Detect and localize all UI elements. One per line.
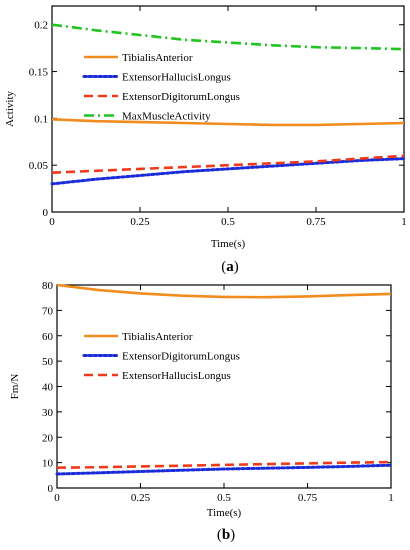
- legend-label: ExtensorHallucisLongus: [122, 72, 231, 84]
- y-tick-label: 80: [42, 280, 54, 292]
- y-tick-label: 60: [42, 331, 54, 343]
- legend: TibialisAnterior ExtensorDigitorumLongus E…: [82, 331, 240, 382]
- chart-b: 0 0.25 0.5 0.75 101020304050607080TibialisAn…: [9, 280, 394, 543]
- y-tick-label: 50: [42, 356, 54, 368]
- legend-label: MaxMuscleActivity: [122, 111, 211, 123]
- y-tick-label: 70: [42, 305, 54, 317]
- y-tick-label: 0.15: [29, 67, 49, 79]
- caption-close: ): [230, 527, 235, 543]
- caption-open: (: [217, 527, 222, 543]
- y-axis-label: Fm/N: [9, 374, 21, 400]
- series-line-TibialisAnterior: [51, 118, 405, 127]
- x-tick-label: 0: [49, 216, 55, 228]
- x-tick-label: 0.25: [131, 492, 151, 504]
- legend-label: TibialisAnterior: [122, 331, 193, 343]
- legend-label: ExtensorHallucisLongus: [122, 370, 231, 382]
- x-tick-label: 1: [401, 216, 407, 228]
- legend-label: TibialisAnterior: [122, 52, 193, 64]
- y-tick-label: 10: [42, 458, 54, 470]
- caption-letter: a: [226, 259, 234, 275]
- x-tick-label: 0.25: [130, 216, 150, 228]
- x-tick-label: 0.5: [221, 216, 235, 228]
- caption-close: ): [234, 259, 239, 275]
- caption-open: (: [221, 259, 226, 275]
- chart-a: 0 0.25 0.5 0.75 1 0 0.05 0.1 0.15 0.2 TibialisAnte…: [4, 5, 407, 275]
- caption-letter: b: [222, 527, 230, 543]
- x-axis-label: Time(s): [207, 507, 242, 519]
- panel-caption: (a): [221, 259, 239, 275]
- y-axis-label: Activity: [4, 90, 16, 127]
- y-tick-label: 0.05: [29, 160, 49, 172]
- plot-frame: [56, 284, 392, 489]
- x-tick-label: 0.5: [217, 492, 231, 504]
- series-line-ExtensorHallucisLongus: [50, 157, 406, 186]
- y-tick-label: 30: [42, 407, 54, 419]
- y-tick-label: 0.1: [34, 113, 48, 125]
- series-line-ExtensorDigitorumLongus: [55, 463, 393, 476]
- legend: TibialisAnterior ExtensorHallucisLongus Ex…: [82, 52, 240, 123]
- y-tick-label: 0.2: [34, 20, 48, 32]
- x-tick-label: 0.75: [306, 216, 326, 228]
- x-tick-label: 1: [388, 492, 394, 504]
- series-line-TibialisAnterior: [56, 283, 392, 299]
- plot-frame: [51, 5, 405, 213]
- series-line-ExtensorDigitorumLongus: [51, 154, 405, 174]
- series-line-MaxMuscleActivity: [51, 23, 405, 51]
- y-tick-label: 40: [42, 382, 54, 394]
- panel-caption: (b): [217, 527, 235, 543]
- y-tick-label: 0: [43, 207, 49, 219]
- y-tick-label: 0: [48, 483, 54, 495]
- x-tick-label: 0.75: [298, 492, 318, 504]
- x-axis-label: Time(s): [211, 238, 246, 250]
- legend-label: ExtensorDigitorumLongus: [122, 351, 240, 363]
- legend-label: ExtensorDigitorumLongus: [122, 91, 240, 103]
- x-tick-label: 0: [54, 492, 60, 504]
- y-tick-label: 20: [42, 432, 54, 444]
